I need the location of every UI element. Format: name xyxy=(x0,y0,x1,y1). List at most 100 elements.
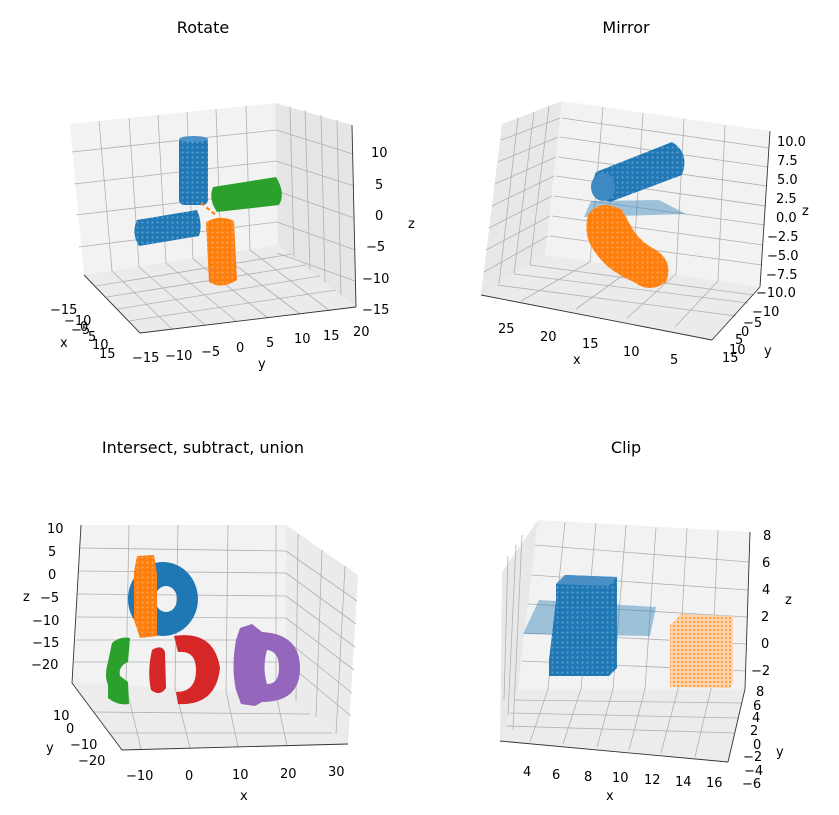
x-tick-label: 20 xyxy=(540,330,557,345)
y-axis-label: y xyxy=(46,741,54,756)
x-axis-label: x xyxy=(573,353,581,368)
y-axis-label: y xyxy=(776,745,784,760)
z-tick-label: −5.0 xyxy=(767,249,799,264)
z-tick-label: −10 xyxy=(362,272,389,287)
x-tick-label: −5 xyxy=(71,323,90,338)
z-tick-label: 8 xyxy=(763,529,771,544)
y-tick-label: 0 xyxy=(236,341,244,356)
z-tick-label: 7.5 xyxy=(777,154,798,169)
z-tick-label: −5 xyxy=(40,591,59,606)
subtraction-red-left xyxy=(149,647,166,694)
z-axis-label: z xyxy=(802,204,809,219)
x-tick-label: 10 xyxy=(92,338,109,353)
cylinder-green xyxy=(211,177,282,212)
cylinder-blue xyxy=(593,142,685,202)
axis-lines xyxy=(499,531,751,763)
panel-title-mirror: Mirror xyxy=(602,18,650,37)
y-tick-label: −15 xyxy=(132,351,159,366)
y-tick-label: 5 xyxy=(735,333,743,348)
panel-title-rotate: Rotate xyxy=(177,18,229,37)
pane-right xyxy=(275,103,356,307)
axis-lines xyxy=(83,124,357,334)
pane-floor xyxy=(500,689,745,762)
z-tick-label: −10 xyxy=(32,614,59,629)
x-tick-label: 6 xyxy=(552,768,560,783)
y-tick-label: −6 xyxy=(742,777,761,792)
y-tick-label: 4 xyxy=(752,711,760,726)
z-tick-label: −20 xyxy=(31,658,58,673)
y-tick-label: 10 xyxy=(53,709,70,724)
x-tick-label: −10 xyxy=(64,314,91,329)
axis-lines xyxy=(71,524,349,751)
z-tick-label: 0 xyxy=(761,637,769,652)
y-tick-label: 10 xyxy=(729,343,746,358)
x-tick-label: 4 xyxy=(523,765,531,780)
y-tick-label: 20 xyxy=(353,325,370,340)
x-tick-label: 30 xyxy=(328,765,345,780)
x-tick-label: 15 xyxy=(99,347,116,362)
z-tick-label: 5.0 xyxy=(777,173,798,188)
clipped-cube-orange xyxy=(670,614,733,688)
intersection-green xyxy=(106,637,130,705)
cylinder-cap xyxy=(591,173,615,201)
y-tick-label: −4 xyxy=(744,764,763,779)
z-axis-label: z xyxy=(408,217,415,232)
bent-cylinder-orange xyxy=(586,205,669,288)
z-tick-label: −15 xyxy=(32,636,59,651)
x-tick-label: 5 xyxy=(670,353,678,368)
x-tick-label: 0 xyxy=(80,320,88,335)
z-tick-label: 0 xyxy=(48,568,56,583)
z-tick-label: −2.5 xyxy=(767,230,799,245)
y-tick-label: −5 xyxy=(201,345,220,360)
z-tick-label: 10 xyxy=(47,522,64,537)
cylinder-blue-upright xyxy=(179,137,208,205)
z-tick-label: −10.0 xyxy=(756,286,796,301)
z-tick-label: 2 xyxy=(761,610,769,625)
y-tick-label: 0 xyxy=(66,722,74,737)
z-tick-label: 0 xyxy=(375,209,383,224)
z-tick-label: 4 xyxy=(762,583,770,598)
z-tick-label: 10.0 xyxy=(777,135,806,150)
panel-mirror: Mirror xyxy=(480,18,809,368)
z-tick-label: 5 xyxy=(48,545,56,560)
z-tick-label: −2 xyxy=(751,664,770,679)
y-tick-label: 15 xyxy=(722,351,739,366)
x-tick-label: 10 xyxy=(612,771,629,786)
cube-blue-top xyxy=(556,575,617,586)
x-axis-label: x xyxy=(240,789,248,804)
z-axis-label: z xyxy=(23,590,30,605)
x-tick-label: −15 xyxy=(50,303,77,318)
cylinder-orange xyxy=(206,217,237,286)
y-tick-label: 6 xyxy=(753,699,761,714)
panel-title-boolean: Intersect, subtract, union xyxy=(102,438,304,457)
cylinder-cap xyxy=(179,136,208,142)
axis-lines xyxy=(480,130,771,341)
y-tick-label: −10 xyxy=(752,305,779,320)
subtraction-red-right xyxy=(174,635,220,705)
union-purple xyxy=(233,624,300,706)
z-tick-label: −7.5 xyxy=(766,268,798,283)
y-tick-label: −2 xyxy=(743,750,762,765)
cylinder-blue-horizontal xyxy=(134,210,201,246)
x-tick-label: 8 xyxy=(584,770,592,785)
y-tick-label: 8 xyxy=(756,685,764,700)
x-tick-label: −10 xyxy=(126,769,153,784)
x-tick-label: 0 xyxy=(185,769,193,784)
z-tick-label: 6 xyxy=(762,556,770,571)
x-tick-label: 5 xyxy=(88,330,96,345)
panel-boolean: Intersect, subtract, union xyxy=(23,438,358,804)
pane-right xyxy=(286,525,358,744)
y-tick-label: 2 xyxy=(750,724,758,739)
x-axis-label: x xyxy=(60,336,68,351)
x-tick-label: 12 xyxy=(644,773,661,788)
x-tick-label: 10 xyxy=(232,768,249,783)
y-axis-label: y xyxy=(764,344,772,359)
pane-left xyxy=(481,101,562,295)
x-tick-label: 10 xyxy=(623,345,640,360)
pane-floor xyxy=(481,255,760,340)
cube-blue xyxy=(549,575,617,676)
x-tick-label: 14 xyxy=(675,775,692,790)
x-tick-label: 25 xyxy=(498,322,515,337)
y-tick-label: 0 xyxy=(753,738,761,753)
